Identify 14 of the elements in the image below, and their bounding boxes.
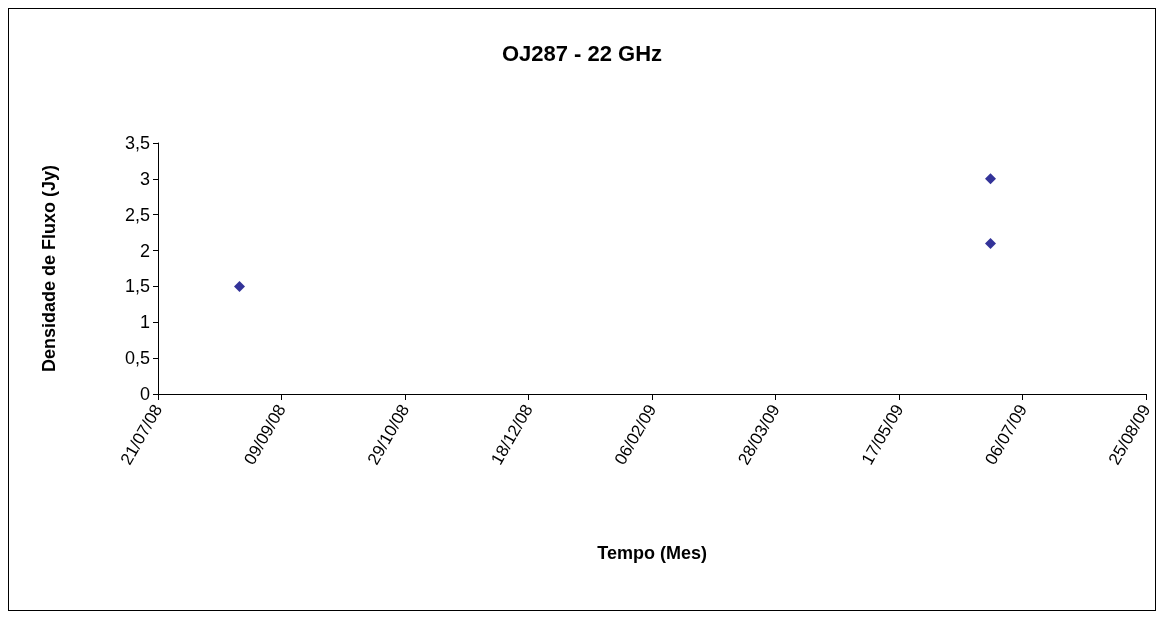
y-tick-label: 3 [139, 168, 150, 189]
y-tick-label: 1,5 [124, 276, 150, 297]
x-axis-title: Tempo (Mes) [597, 543, 707, 563]
point [985, 173, 997, 185]
y-tick-label: 2,5 [124, 204, 150, 225]
point [234, 280, 246, 292]
y-tick-label: 0,5 [124, 348, 150, 369]
y-tick-label: 3,5 [124, 133, 150, 153]
y-tick-label: 2 [139, 240, 150, 261]
y-tick-label: 0 [139, 384, 150, 404]
chart-title: OJ287 - 22 GHz [501, 40, 663, 66]
y-axis-title: Densidade de Fluxo (Jy) [39, 164, 59, 373]
y-tick-label: 1 [139, 312, 150, 333]
point [985, 237, 997, 249]
